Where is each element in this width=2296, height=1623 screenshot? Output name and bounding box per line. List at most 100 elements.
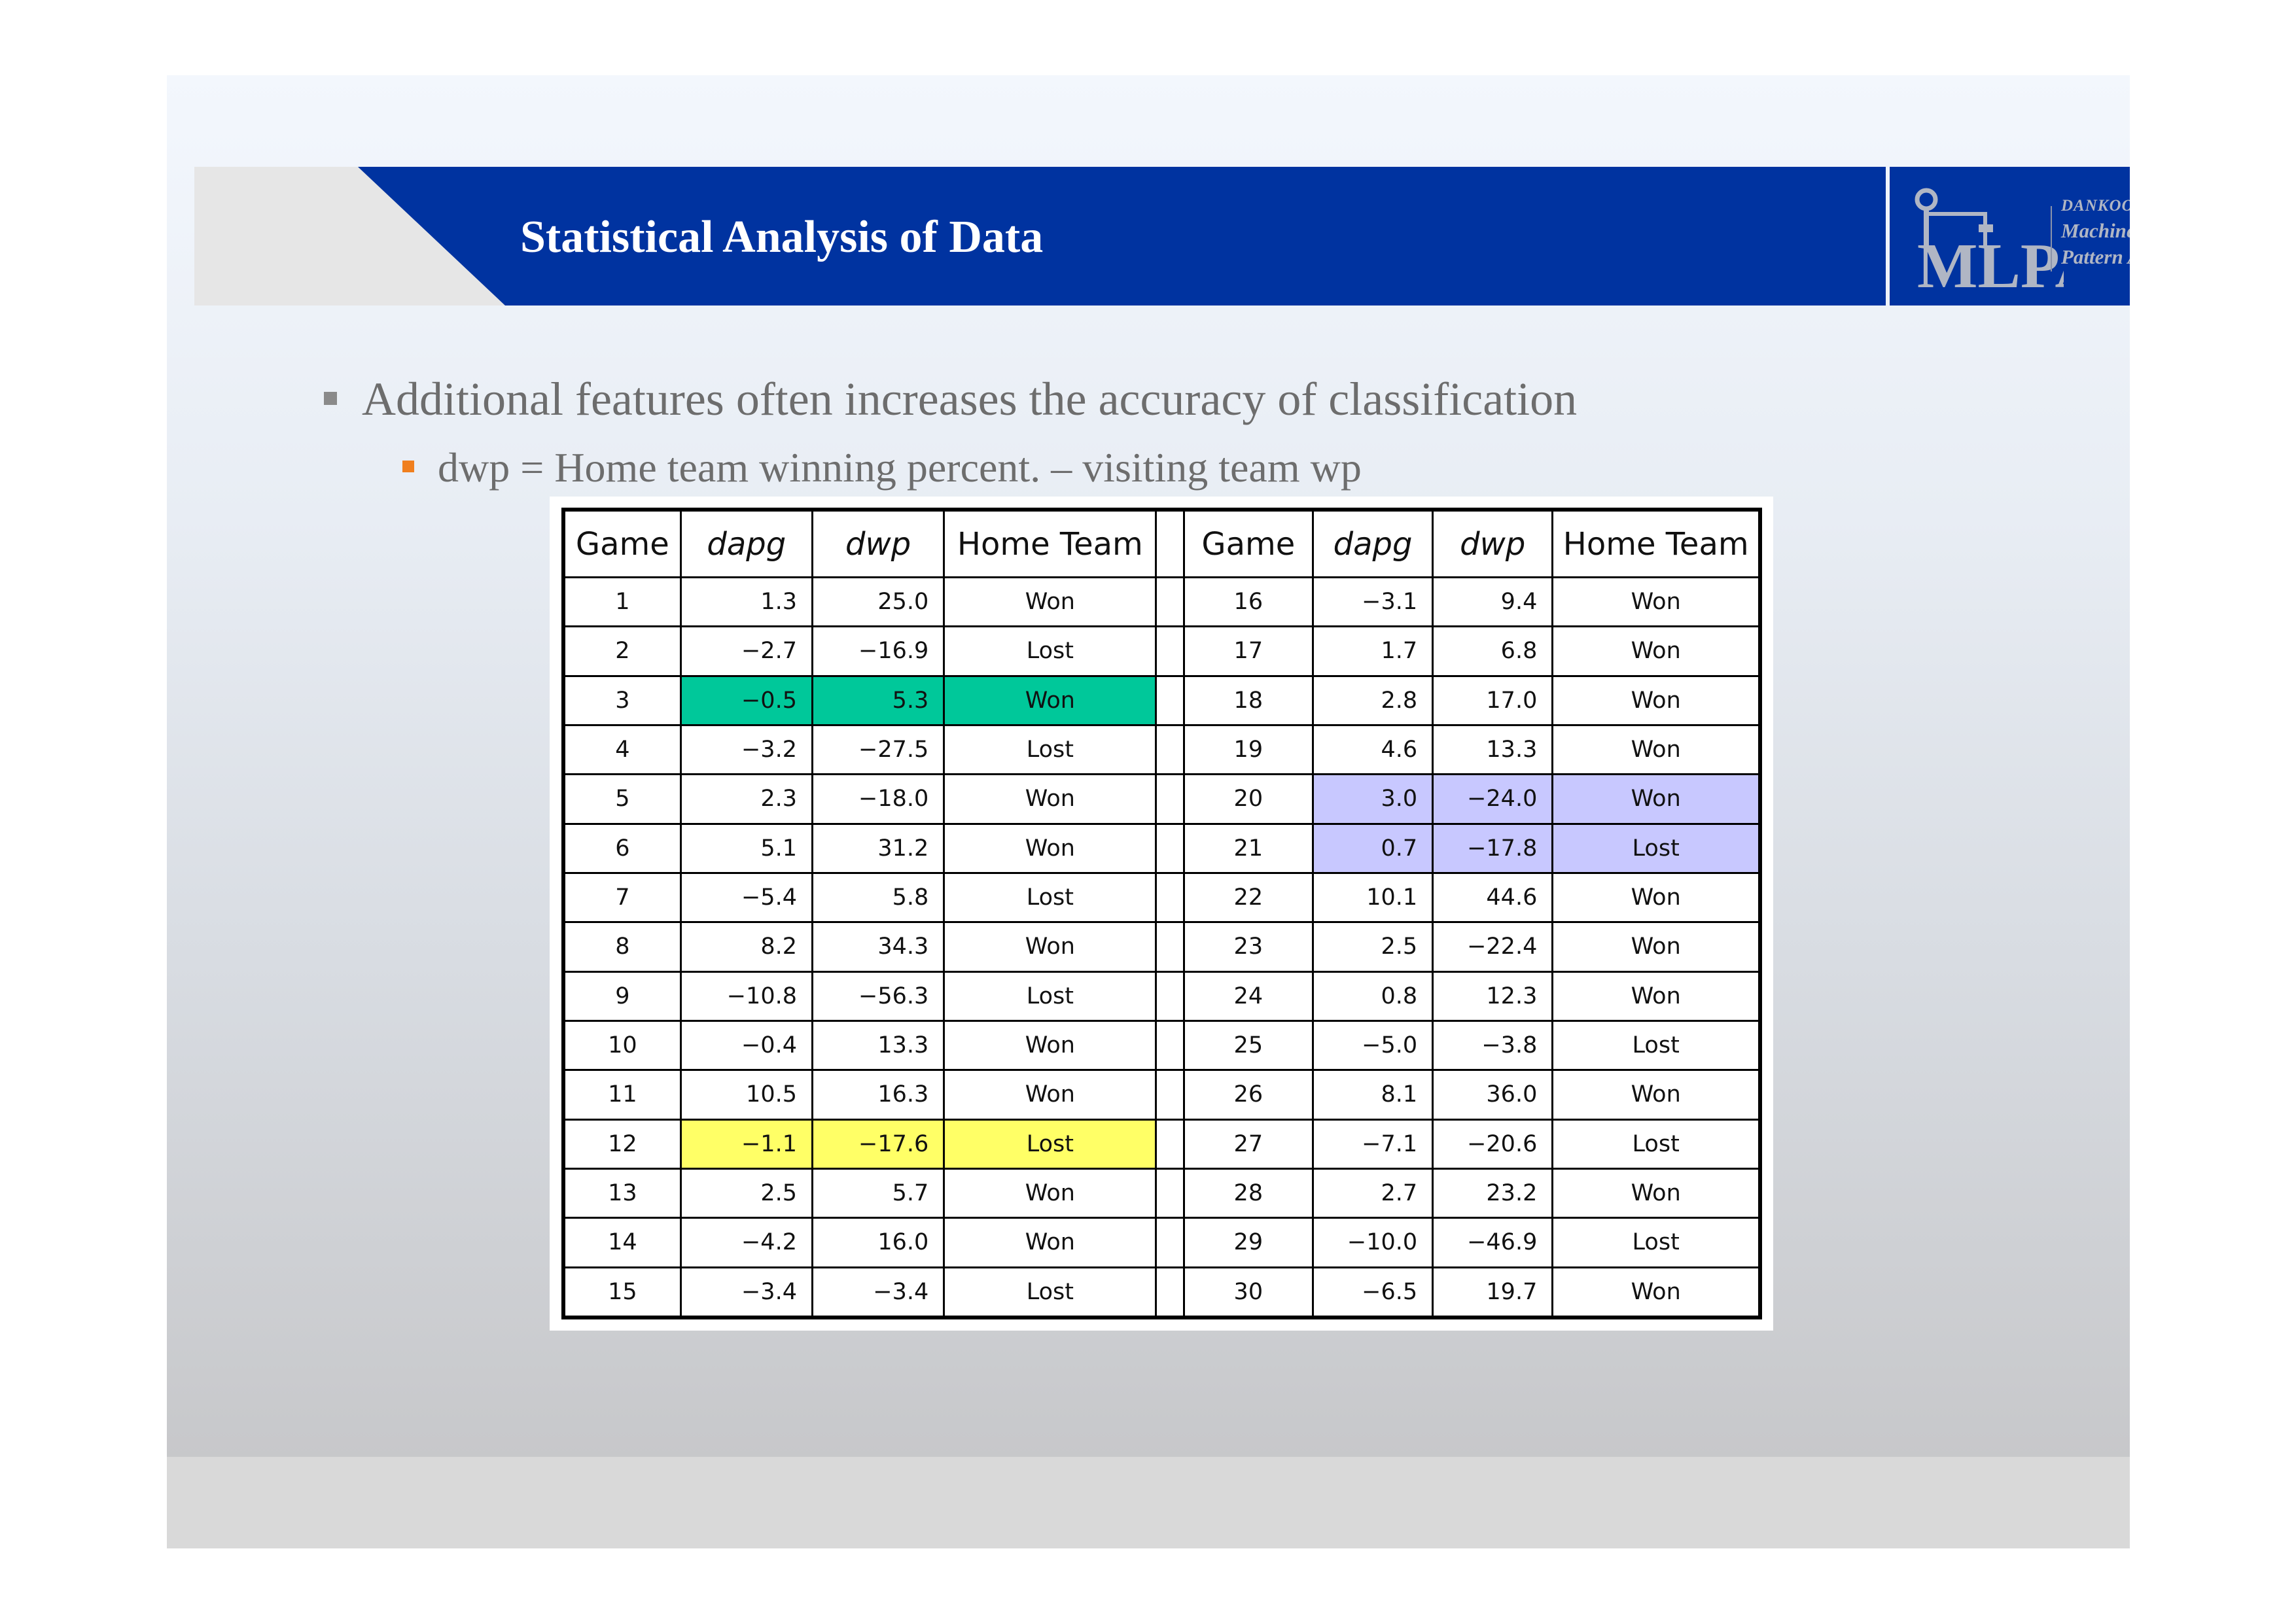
cell-dwp: −46.9 — [1432, 1217, 1554, 1268]
cell-dwp: 23.2 — [1432, 1167, 1554, 1219]
header-dwp: dwp — [1432, 508, 1554, 578]
cell-dapg: −3.2 — [679, 724, 813, 776]
table-row: 14 −4.2 16.0 Won 29 −10.0 −46.9 Lost — [562, 1217, 1761, 1268]
table-image: Game dapg dwp Home Team Game dapg dwp Ho… — [550, 497, 1773, 1331]
table-row: 5 2.3 −18.0 Won 20 3.0 −24.0 Won — [562, 773, 1761, 825]
cell-dwp: 31.2 — [811, 822, 945, 874]
cell-game: 27 — [1182, 1118, 1314, 1170]
cell-dwp: −18.0 — [811, 773, 945, 825]
square-bullet-icon — [324, 392, 337, 406]
table-row: 7 −5.4 5.8 Lost 22 10.1 44.6 Won — [562, 871, 1761, 924]
cell-dwp: −17.8 — [1432, 822, 1554, 874]
cell-home-team: Lost — [943, 871, 1157, 924]
cell-game: 10 — [562, 1019, 682, 1072]
cell-dapg: 0.7 — [1311, 822, 1434, 874]
table-row: 6 5.1 31.2 Won 21 0.7 −17.8 Lost — [562, 822, 1761, 874]
header-dwp: dwp — [811, 508, 945, 578]
cell-dapg: −5.0 — [1311, 1019, 1434, 1072]
column-separator — [1155, 1019, 1185, 1072]
cell-dwp: 44.6 — [1432, 871, 1554, 924]
header-home-team: Home Team — [943, 508, 1157, 578]
cell-home-team: Lost — [1551, 822, 1761, 874]
cell-game: 15 — [562, 1266, 682, 1319]
cell-dwp: 5.3 — [811, 674, 945, 726]
cell-dapg: 2.3 — [679, 773, 813, 825]
cell-dwp: 16.3 — [811, 1069, 945, 1121]
logo-mark-text: MLPA — [1917, 231, 2064, 290]
column-separator — [1155, 921, 1185, 973]
cell-game: 16 — [1182, 576, 1314, 628]
cell-dwp: 6.8 — [1432, 625, 1554, 677]
column-separator — [1155, 724, 1185, 776]
cell-game: 7 — [562, 871, 682, 924]
cell-dapg: 1.3 — [679, 576, 813, 628]
cell-home-team: Won — [1551, 970, 1761, 1022]
cell-home-team: Lost — [943, 1118, 1157, 1170]
cell-dapg: −4.2 — [679, 1217, 813, 1268]
cell-home-team: Won — [943, 1019, 1157, 1072]
cell-dapg: −1.1 — [679, 1118, 813, 1170]
cell-dapg: −7.1 — [1311, 1118, 1434, 1170]
cell-game: 2 — [562, 625, 682, 677]
cell-home-team: Won — [1551, 1266, 1761, 1319]
table-header-row: Game dapg dwp Home Team Game dapg dwp Ho… — [562, 508, 1761, 578]
cell-dapg: 8.2 — [679, 921, 813, 973]
cell-home-team: Won — [943, 674, 1157, 726]
cell-game: 18 — [1182, 674, 1314, 726]
cell-dapg: 2.7 — [1311, 1167, 1434, 1219]
cell-game: 1 — [562, 576, 682, 628]
table-row: 10 −0.4 13.3 Won 25 −5.0 −3.8 Lost — [562, 1019, 1761, 1072]
cell-game: 21 — [1182, 822, 1314, 874]
cell-game: 17 — [1182, 625, 1314, 677]
table-row: 1 1.3 25.0 Won 16 −3.1 9.4 Won — [562, 576, 1761, 628]
cell-home-team: Won — [1551, 625, 1761, 677]
column-separator — [1155, 1069, 1185, 1121]
sub-bullet-text: dwp = Home team winning percent. – visit… — [438, 444, 1362, 491]
cell-home-team: Lost — [943, 970, 1157, 1022]
games-table: Game dapg dwp Home Team Game dapg dwp Ho… — [561, 508, 1762, 1319]
column-separator — [1155, 576, 1185, 628]
cell-home-team: Won — [1551, 1069, 1761, 1121]
cell-dwp: 5.8 — [811, 871, 945, 924]
table-row: 9 −10.8 −56.3 Lost 24 0.8 12.3 Won — [562, 970, 1761, 1022]
table-row: 4 −3.2 −27.5 Lost 19 4.6 13.3 Won — [562, 724, 1761, 776]
cell-home-team: Lost — [1551, 1019, 1761, 1072]
cell-dapg: 8.1 — [1311, 1069, 1434, 1121]
cell-home-team: Won — [943, 576, 1157, 628]
logo-text: DANKOOK UNIVERSITY Machine Learning & Pa… — [2061, 194, 2130, 270]
cell-dwp: −20.6 — [1432, 1118, 1554, 1170]
cell-home-team: Won — [1551, 576, 1761, 628]
cell-dwp: −3.8 — [1432, 1019, 1554, 1072]
logo-divider — [2051, 206, 2052, 271]
column-separator — [1155, 1118, 1185, 1170]
cell-game: 14 — [562, 1217, 682, 1268]
cell-dapg: 10.1 — [1311, 871, 1434, 924]
slide: Statistical Analysis of Data MLPA DANKOO… — [167, 75, 2130, 1548]
bullet-text: Additional features often increases the … — [362, 373, 1578, 425]
cell-dwp: 34.3 — [811, 921, 945, 973]
cell-game: 5 — [562, 773, 682, 825]
table-row: 15 −3.4 −3.4 Lost 30 −6.5 19.7 Won — [562, 1266, 1761, 1319]
header-dapg: dapg — [679, 508, 813, 578]
cell-game: 4 — [562, 724, 682, 776]
cell-home-team: Won — [943, 1167, 1157, 1219]
cell-game: 12 — [562, 1118, 682, 1170]
cell-game: 19 — [1182, 724, 1314, 776]
cell-dapg: −10.8 — [679, 970, 813, 1022]
footer-band — [167, 1457, 2130, 1548]
cell-dapg: −10.0 — [1311, 1217, 1434, 1268]
cell-dwp: 17.0 — [1432, 674, 1554, 726]
cell-home-team: Won — [943, 773, 1157, 825]
cell-dwp: −24.0 — [1432, 773, 1554, 825]
cell-home-team: Won — [1551, 1167, 1761, 1219]
cell-dwp: 9.4 — [1432, 576, 1554, 628]
header-game: Game — [1182, 508, 1314, 578]
mlpa-logo-icon: MLPA — [1915, 188, 2064, 290]
cell-dapg: −3.1 — [1311, 576, 1434, 628]
logo-lab-line2: Pattern Analysis lab. — [2061, 245, 2130, 268]
slide-title: Statistical Analysis of Data — [520, 212, 1044, 262]
table-row: 3 −0.5 5.3 Won 18 2.8 17.0 Won — [562, 674, 1761, 726]
column-separator — [1155, 674, 1185, 726]
cell-dapg: −0.4 — [679, 1019, 813, 1072]
table-row: 2 −2.7 −16.9 Lost 17 1.7 6.8 Won — [562, 625, 1761, 677]
